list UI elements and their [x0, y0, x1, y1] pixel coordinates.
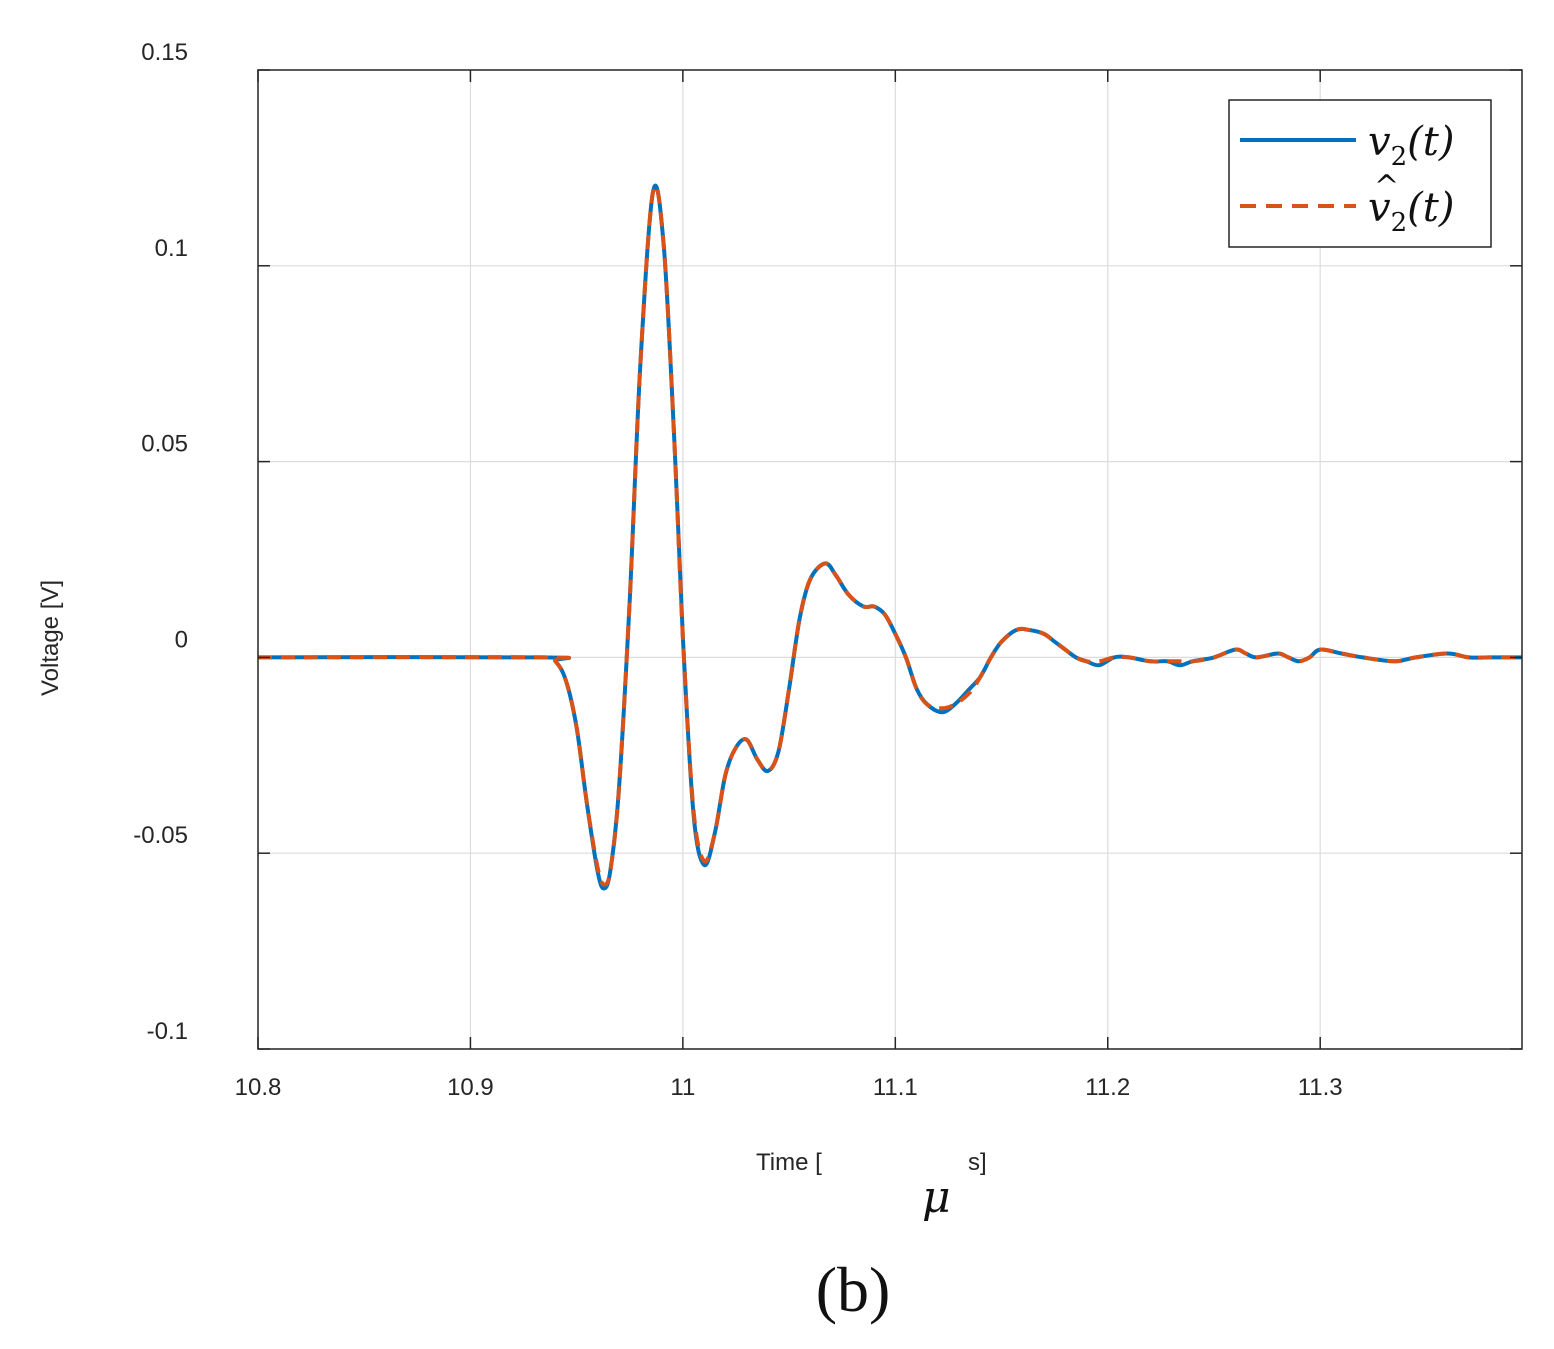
panel-label: (b)	[816, 1254, 891, 1325]
legend-entry-v2: v2(t)	[1368, 119, 1454, 172]
y-tick-label: -0.05	[133, 822, 188, 849]
x-tick-label: 11	[670, 1074, 695, 1101]
legend-v2-main: v	[1368, 119, 1391, 165]
legend: v2(t) v2(t) ^	[1228, 99, 1492, 248]
x-axis-label-suffix: s]	[968, 1149, 987, 1176]
legend-v2-hat-subscript: 2	[1391, 208, 1408, 238]
legend-v2-tail: (t)	[1407, 119, 1454, 165]
tick-labels: 10.8 10.9 11 11.1 11.2 11.3 -0.1 -0.05 0 0.05 0.1 0…	[133, 39, 1342, 1101]
y-tick-label: 0.15	[141, 39, 188, 66]
legend-v2-hat-main: v	[1368, 185, 1391, 231]
legend-v2-hat-tail: (t)	[1407, 185, 1454, 231]
y-tick-label: -0.1	[147, 1018, 188, 1045]
y-tick-label: 0	[175, 626, 188, 653]
x-tick-label: 11.1	[873, 1074, 918, 1101]
x-tick-label: 11.2	[1085, 1074, 1130, 1101]
y-axis-label: Voltage [V]	[37, 580, 64, 696]
legend-hat-accent: ^	[1374, 169, 1399, 204]
series-layer	[257, 183, 1522, 891]
x-axis-label-prefix: Time [	[756, 1149, 822, 1176]
tick-marks	[257, 69, 1522, 1050]
series-line-v2-hat	[257, 183, 1522, 887]
x-tick-label: 11.3	[1298, 1074, 1343, 1101]
y-tick-label: 0.05	[141, 431, 188, 458]
legend-entry-v2-hat: v2(t)	[1368, 185, 1454, 238]
legend-box	[1228, 99, 1492, 248]
plot-frame	[257, 69, 1523, 1050]
x-tick-label: 10.8	[235, 1074, 282, 1101]
x-axis-label-mu-symbol: μ	[922, 1172, 951, 1223]
x-tick-label: 10.9	[447, 1074, 494, 1101]
legend-v2-subscript: 2	[1391, 142, 1408, 172]
y-tick-label: 0.1	[155, 235, 188, 262]
